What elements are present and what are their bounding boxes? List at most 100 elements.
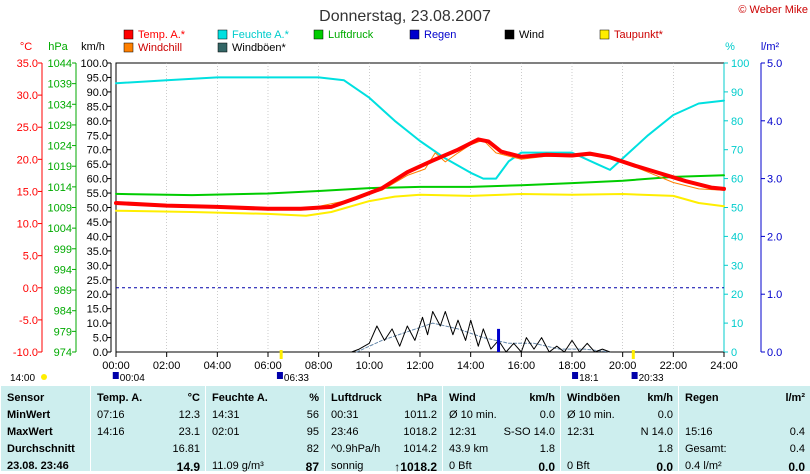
rain-tick-label: 0.0 [767,347,782,359]
pressure-tick-label: 1039 [48,79,72,91]
humidity-tick-label: 90 [731,87,743,99]
series-wind [351,311,611,353]
time-marker: 18:1 [579,373,599,384]
rain-tick-label: 1.0 [767,289,782,301]
legend-label: Windböen* [232,42,287,54]
temp-tick-label: 35.0 [17,58,38,70]
wind-tick-label: 95.0 [87,72,108,84]
humidity-tick-label: 50 [731,203,743,215]
stats-cell-value: 0.0 [539,409,555,421]
series-group [114,76,726,353]
temp-tick-label: 5.0 [23,251,38,263]
stats-cell-detail: Ø 10 min. [567,409,615,421]
stats-cell-detail: Gesamt: [685,443,727,455]
stats-row-label: 23.08. 23:46 [7,460,69,472]
stats-cell-detail: 0 Bft [567,460,590,472]
legend-label: Luftdruck [328,29,374,41]
humidity-tick-label: 70 [731,145,743,157]
pressure-tick-label: 1009 [48,203,72,215]
x-axis: 00:00 02:00 04:00 06:00 08:00 10:00 12:00 14:00… [102,352,738,372]
wind-tick-label: 65.0 [87,159,108,171]
legend-swatch [599,29,610,40]
stats-unit: l/m² [785,392,805,404]
rain-tick-label: 4.0 [767,116,782,128]
legend-swatch [123,42,134,53]
series-windb-en [356,322,611,353]
rain-axis-unit: l/m² [761,41,780,53]
pressure-tick-label: 1034 [48,99,72,111]
pressure-tick-label: 974 [54,347,72,359]
wind-tick-label: 20.0 [87,289,108,301]
temp-tick-label: 30.0 [17,90,38,102]
stats-cell-detail: 15:16 [685,426,713,438]
wind-tick-label: 35.0 [87,246,108,258]
x-tick-label: 24:00 [710,360,738,372]
stats-cell-detail: 11.09 g/m³ [212,460,264,472]
stats-cell-detail: 12:31 [449,426,477,438]
humidity-tick-label: 80 [731,116,743,128]
pressure-tick-label: 1044 [48,58,72,70]
pressure-tick-label: 1014 [48,182,72,194]
pressure-tick-label: 1004 [48,223,72,235]
pressure-tick-label: 984 [54,306,72,318]
stats-header: Regen [685,392,719,404]
wind-tick-label: 55.0 [87,188,108,200]
x-tick-label: 08:00 [305,360,333,372]
pressure-tick-label: 979 [54,326,72,338]
wind-axis-unit: km/h [81,41,105,53]
stats-cell-value: 12.3 [178,409,200,421]
stats-cell-value: 56 [306,409,319,421]
stats-cell-detail: 12:31 [567,426,595,438]
series-luftdruck [115,174,725,197]
stats-cell-detail: Ø 10 min. [449,409,497,421]
x-tick-label: 04:00 [204,360,232,372]
temp-tick-label: -10.0 [13,347,38,359]
wind-tick-label: 15.0 [87,304,108,316]
humidity-tick-label: 0 [731,347,737,359]
stats-header: Temp. A. [97,392,143,404]
wind-tick-label: 85.0 [87,101,108,113]
pressure-axis-unit: hPa [48,41,68,53]
stats-cell-value: 16.81 [172,443,200,455]
legend-label: Wind [519,29,544,41]
legend-label: Temp. A.* [138,29,186,41]
stats-unit: °C [187,392,200,404]
stats-cell-value: S-SO 14.0 [503,426,555,438]
stats-header: Feuchte A. [212,392,268,404]
sun-marker [631,350,635,359]
series-feuchte-a [115,76,725,180]
stats-cell-detail: 23:46 [331,426,359,438]
humidity-tick-label: 40 [731,231,743,243]
stats-column: Luftdruck hPa 00:31 1011.2 23:46 1018.2 ^0.9hP… [324,386,443,474]
wind-tick-label: 40.0 [87,231,108,243]
stats-header: Luftdruck [331,392,382,404]
x-tick-label: 00:00 [102,360,130,372]
stats-cell-detail: 0.4 l/m² [685,460,722,472]
chart-title: Donnerstag, 23.08.2007 [319,8,491,25]
stats-cell-detail: ^0.9hPa/h [331,443,381,455]
stats-cell-value: 1011.2 [404,409,437,421]
time-marker: 00:04 [120,373,145,384]
x-tick-label: 14:00 [457,360,485,372]
legend-swatch [217,29,228,40]
wind-tick-label: 80.0 [87,116,108,128]
stats-unit: hPa [416,392,437,404]
wind-tick-label: 70.0 [87,145,108,157]
moon-icon [112,372,119,379]
stats-cell-value: 1.8 [539,443,555,455]
wind-tick-label: 0.0 [93,347,108,359]
temp-tick-label: 0.0 [23,283,38,295]
wind-tick-label: 45.0 [87,217,108,229]
x-tick-label: 10:00 [356,360,384,372]
moon-icon [276,372,283,379]
legend-swatch [123,29,134,40]
x-tick-label: 16:00 [508,360,536,372]
legend-swatch [409,29,420,40]
stats-column: Feuchte A.% 14:31 56 02:01 95 82 11.09 g/m³ 87 [205,386,325,474]
rain-tick-label: 2.0 [767,231,782,243]
pressure-tick-label: 1029 [48,120,72,132]
stats-column: Regen l/m² 15:16 0.4 Gesamt: 0.4 0.4 l/m² 0.0 [678,386,810,474]
stats-cell-value: ↑1018.2 [394,460,437,474]
humidity-tick-label: 30 [731,260,743,272]
pressure-tick-label: 989 [54,285,72,297]
